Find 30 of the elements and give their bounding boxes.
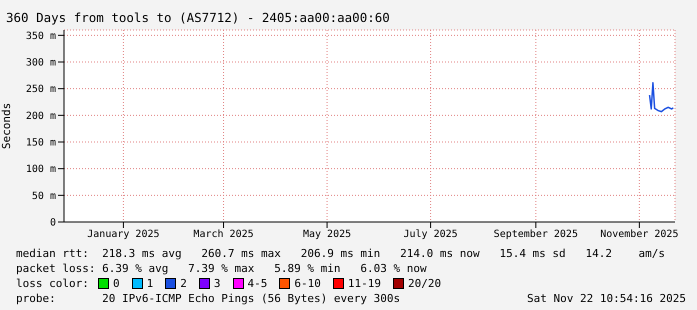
text: 0 [113, 276, 120, 291]
x-tick-label: March 2025 [193, 229, 254, 240]
text: 3 [214, 276, 220, 291]
text: 6-10 [294, 276, 321, 291]
text: loss color: [16, 276, 89, 291]
x-tick-label: July 2025 [404, 229, 458, 240]
text: 20/20 [408, 276, 442, 291]
x-tick-label: September 2025 [494, 229, 578, 240]
y-axis-title: Seconds [0, 102, 13, 150]
text: median rtt: 218.3 ms avg 260.7 ms max 206.9 ms min 214.0 ms now 15.4 ms sd 14.2 am/s [16, 246, 666, 261]
y-tick-label: 50 m [32, 190, 56, 202]
text: probe: 20 IPv6-ICMP Echo Pings (56 Bytes) every 300s [16, 291, 400, 306]
text: Sat Nov 22 10:54:16 2025 [527, 291, 686, 306]
chart-title: 360 Days from tools to (AS7712) - 2405:aa00:aa00:60 [6, 10, 390, 25]
y-tick-label: 100 m [26, 164, 56, 176]
text: 11-19 [348, 276, 381, 291]
x-tick-label: November 2025 [600, 229, 678, 240]
x-tick-label: January 2025 [87, 229, 160, 240]
y-tick-label: 0 [50, 218, 56, 229]
y-tick-label: 250 m [26, 84, 56, 96]
text: 2 [180, 276, 187, 291]
y-tick-label: 200 m [26, 110, 56, 122]
text: 4-5 [248, 276, 268, 291]
y-tick-label: 350 m [26, 30, 56, 42]
text: packet loss: 6.39 % avg 7.39 % max 5.89 % min 6.03 % now [16, 261, 428, 276]
y-tick-label: 300 m [26, 58, 56, 69]
line-series [648, 82, 674, 112]
x-tick-label: May 2025 [302, 229, 352, 240]
y-tick-label: 150 m [26, 138, 56, 149]
text: 1 [146, 276, 154, 291]
